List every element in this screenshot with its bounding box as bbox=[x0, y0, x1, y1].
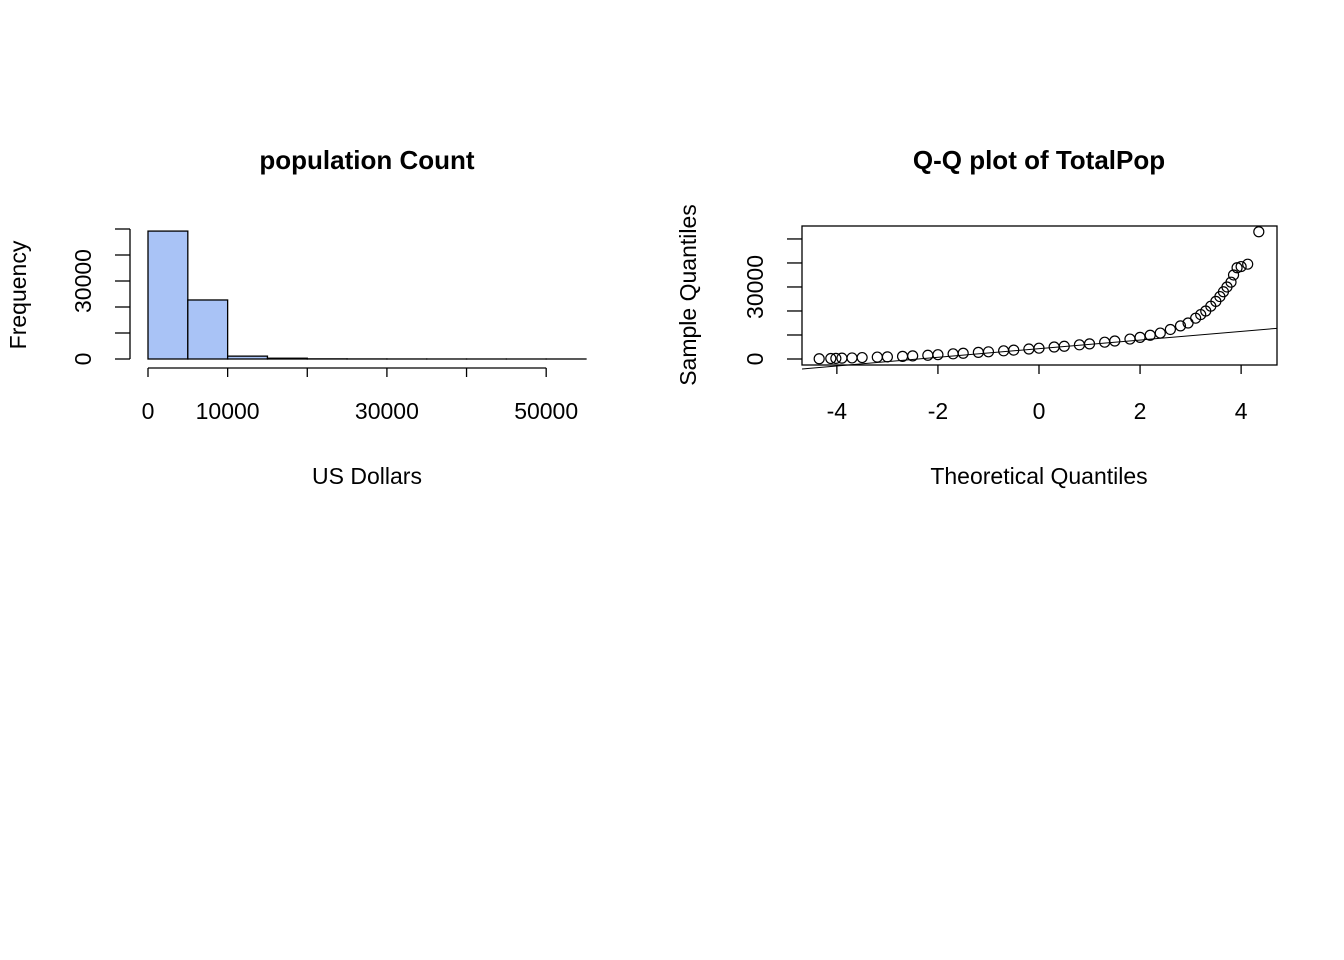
x-axis-label: US Dollars bbox=[312, 463, 422, 489]
point bbox=[1154, 327, 1166, 339]
x-tick-label: 4 bbox=[1235, 398, 1248, 424]
bar bbox=[187, 299, 229, 360]
point bbox=[813, 353, 825, 365]
point bbox=[1242, 258, 1254, 270]
x-tick-label: 10000 bbox=[196, 398, 260, 424]
bar bbox=[226, 355, 269, 360]
point bbox=[1225, 276, 1237, 288]
point bbox=[982, 346, 995, 358]
point bbox=[907, 350, 919, 362]
bar bbox=[266, 357, 308, 360]
point bbox=[1083, 338, 1096, 350]
chart-title: population Count bbox=[259, 145, 475, 175]
x-tick-label: -2 bbox=[928, 398, 948, 424]
y-tick-label: 30000 bbox=[70, 249, 96, 313]
x-axis-label: Theoretical Quantiles bbox=[930, 463, 1147, 489]
x-tick-label: 50000 bbox=[514, 398, 578, 424]
point bbox=[830, 352, 842, 364]
x-tick-label: 30000 bbox=[355, 398, 419, 424]
qq-line bbox=[801, 327, 1278, 370]
y-tick-label: 0 bbox=[742, 353, 768, 366]
bar bbox=[147, 230, 189, 360]
point bbox=[1033, 342, 1045, 354]
point bbox=[1174, 320, 1187, 332]
plot-frame bbox=[801, 225, 1278, 366]
point bbox=[932, 349, 944, 361]
point bbox=[1253, 226, 1265, 238]
chart-title: Q-Q plot of TotalPop bbox=[913, 145, 1165, 175]
point bbox=[1008, 344, 1020, 356]
point bbox=[957, 347, 969, 359]
point bbox=[1227, 269, 1240, 281]
y-tick-label: 30000 bbox=[742, 255, 768, 319]
point bbox=[881, 351, 893, 363]
point bbox=[1109, 335, 1121, 347]
point bbox=[856, 351, 868, 364]
y-tick-label: 0 bbox=[70, 353, 96, 366]
x-tick-label: 0 bbox=[1033, 398, 1046, 424]
point bbox=[1164, 323, 1176, 336]
x-tick-label: 0 bbox=[142, 398, 155, 424]
x-tick-label: -4 bbox=[827, 398, 848, 424]
point bbox=[1235, 260, 1247, 273]
y-axis-label: Sample Quantiles bbox=[675, 204, 701, 386]
x-tick-label: 2 bbox=[1134, 398, 1147, 424]
y-axis-label: Frequency bbox=[5, 240, 31, 349]
point bbox=[1058, 340, 1070, 352]
point bbox=[825, 352, 837, 365]
